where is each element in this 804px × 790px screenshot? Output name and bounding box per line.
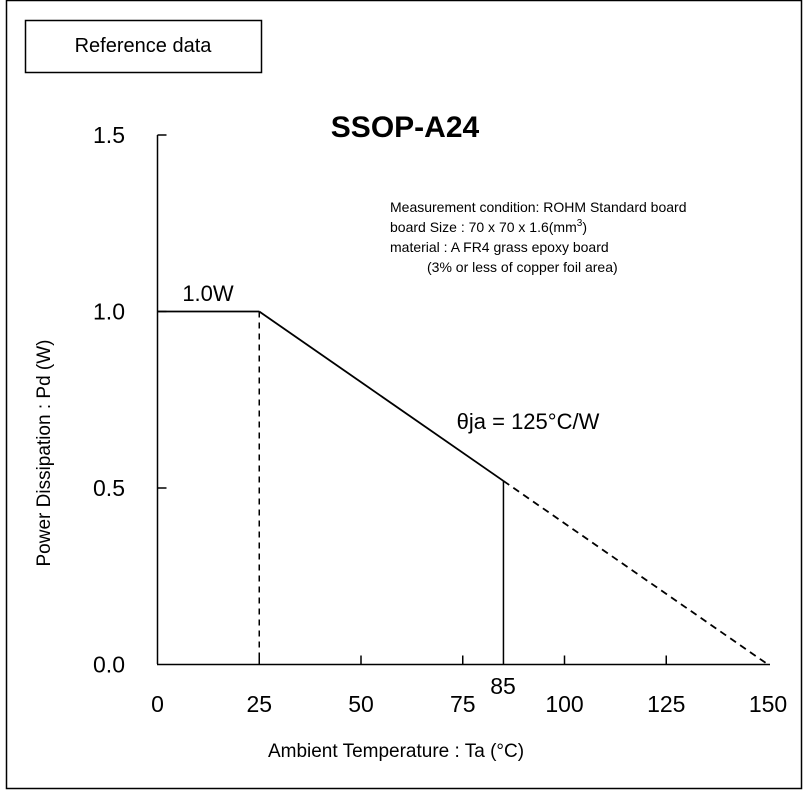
y-tick-label: 1.5 bbox=[93, 122, 125, 148]
note-line-2: board Size : 70 x 70 x 1.6(mm3) bbox=[390, 218, 587, 235]
y-tick-label: 0.0 bbox=[93, 652, 125, 678]
derating-line-dashed-segment bbox=[502, 480, 769, 666]
y-tick-label: 1.0 bbox=[93, 299, 125, 325]
x-tick-label: 50 bbox=[348, 691, 374, 717]
derating-line-segment bbox=[258, 310, 504, 482]
max-power-annotation: 1.0W bbox=[182, 281, 234, 306]
outer-border bbox=[5, 0, 803, 790]
note-line-2-suffix: ) bbox=[582, 219, 587, 235]
x-tick-label: 150 bbox=[749, 691, 787, 717]
x-tick-label: 100 bbox=[545, 691, 583, 717]
y-ticks: 0.0 0.5 1.0 1.5 bbox=[93, 122, 167, 678]
x-axis-title: Ambient Temperature : Ta (°C) bbox=[268, 741, 524, 762]
x-tick-label: 0 bbox=[151, 691, 164, 717]
chart-title: SSOP-A24 bbox=[331, 111, 480, 144]
x-marker-label: 85 bbox=[490, 673, 516, 699]
theta-annotation: θja = 125°C/W bbox=[457, 409, 600, 434]
x-tick-label: 25 bbox=[246, 691, 272, 717]
note-line-4: (3% or less of copper foil area) bbox=[427, 259, 618, 275]
x-tick-label: 75 bbox=[450, 691, 476, 717]
series-lines bbox=[157, 310, 769, 666]
y-axis-title: Power Dissipation : Pd (W) bbox=[34, 339, 55, 566]
note-line-1: Measurement condition: ROHM Standard boa… bbox=[390, 199, 686, 215]
note-line-2-prefix: board Size : 70 x 70 x 1.6(mm bbox=[390, 219, 577, 235]
reference-box-label: Reference data bbox=[75, 35, 213, 57]
note-line-3: material : A FR4 grass epoxy board bbox=[390, 239, 609, 255]
reference-box bbox=[24, 19, 263, 74]
reference-lines bbox=[258, 311, 505, 665]
y-tick-label: 0.5 bbox=[93, 475, 125, 501]
x-tick-label: 125 bbox=[647, 691, 685, 717]
x-ticks: 0 25 50 75 100 125 150 bbox=[151, 655, 787, 717]
note-line-2-superscript: 3 bbox=[577, 218, 583, 229]
